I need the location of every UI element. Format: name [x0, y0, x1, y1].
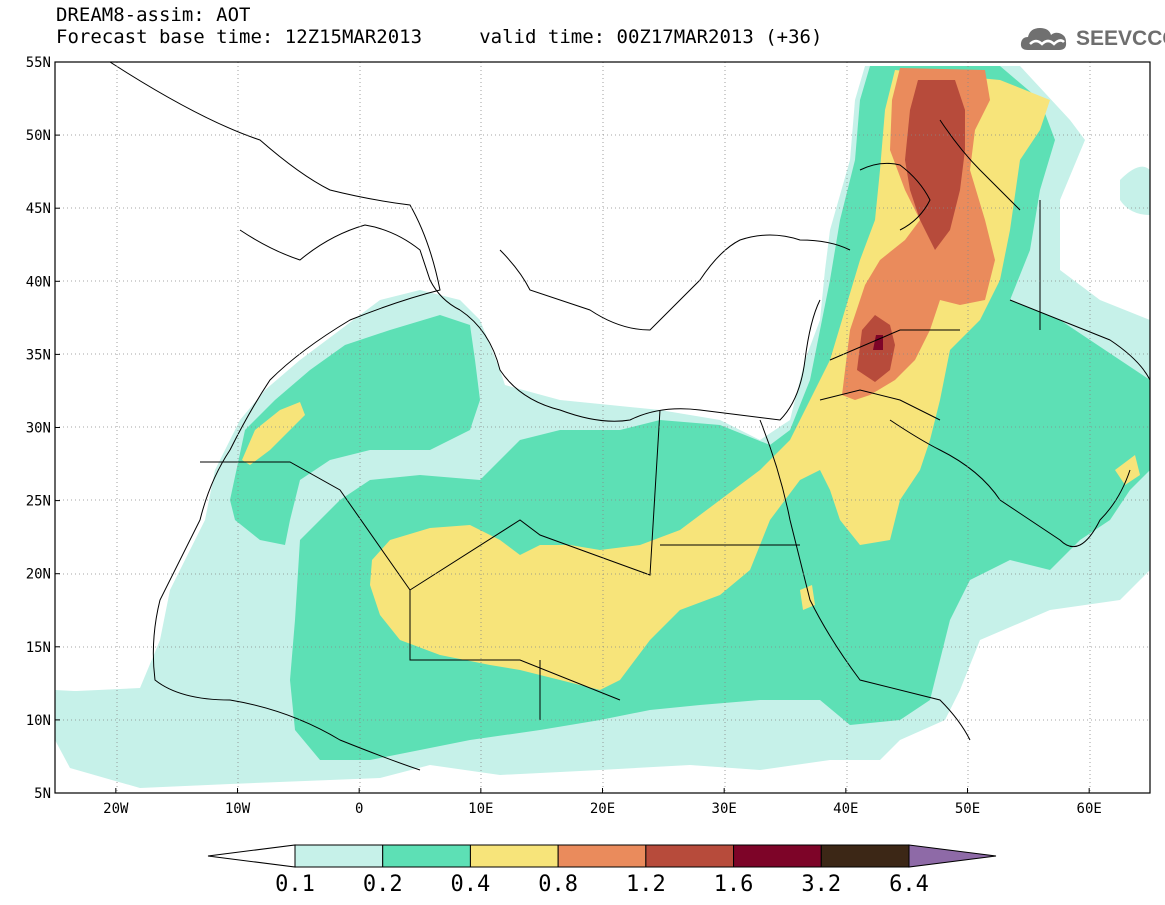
- colorbar-label: 1.2: [626, 872, 666, 897]
- lat-tick-label: 15N: [26, 640, 51, 656]
- lon-tick-label: 30E: [712, 801, 737, 817]
- colorbar-label: 0.2: [363, 872, 403, 897]
- colorbar-label: 3.2: [801, 872, 841, 897]
- lat-tick-label: 55N: [26, 55, 51, 71]
- lat-tick-label: 40N: [26, 274, 51, 290]
- colorbar-label: 0.8: [538, 872, 578, 897]
- lat-tick-label: 45N: [26, 201, 51, 217]
- colorbar-swatch: [294, 844, 384, 868]
- aot-band-0.4-0.8: [242, 70, 1140, 690]
- map-title: DREAM8-assim: AOT: [56, 4, 251, 26]
- lon-tick-label: 10W: [225, 801, 251, 817]
- lat-tick-label: 35N: [26, 347, 51, 363]
- colorbar-label: 0.1: [275, 872, 315, 897]
- colorbar-swatch: [645, 844, 735, 868]
- colorbar-swatch: [469, 844, 559, 868]
- colorbar-swatch: [382, 844, 471, 868]
- colorbar-swatch: [557, 844, 647, 868]
- gridlines: [55, 62, 1150, 793]
- cloud-icon: [1020, 28, 1067, 50]
- colorbar-upper-extension: [908, 844, 997, 868]
- coastlines: [109, 62, 1150, 771]
- lon-tick-label: 40E: [833, 801, 858, 817]
- colorbar-label: 1.6: [714, 872, 754, 897]
- forecast-time-subtitle: Forecast base time: 12Z15MAR2013 valid t…: [56, 26, 823, 48]
- lon-tick-label: 20W: [103, 801, 129, 817]
- lon-tick-label: 10E: [468, 801, 493, 817]
- lon-tick-label: 0: [355, 801, 363, 817]
- lat-tick-label: 20N: [26, 567, 51, 583]
- lat-tick-label: 5N: [34, 786, 51, 802]
- lon-tick-label: 50E: [955, 801, 980, 817]
- lat-tick-label: 30N: [26, 421, 51, 437]
- colorbar-swatch: [820, 844, 910, 868]
- latitude-axis: 55N 50N 45N 40N 35N 30N 25N 20N 15N 10N 5N: [26, 55, 60, 802]
- seevccc-logo: SEEVCCC: [1018, 22, 1165, 56]
- lat-tick-label: 50N: [26, 128, 51, 144]
- aot-contours: [55, 66, 1150, 788]
- lon-tick-label: 20E: [590, 801, 615, 817]
- colorbar-swatch: [733, 844, 822, 868]
- colorbar-label: 0.4: [451, 872, 491, 897]
- colorbar-label: 6.4: [889, 872, 929, 897]
- lat-tick-label: 10N: [26, 713, 51, 729]
- longitude-axis: 20W 10W 0 10E 20E 30E 40E 50E 60E: [103, 788, 1102, 817]
- colorbar-lower-extension: [207, 844, 296, 868]
- lat-tick-label: 25N: [26, 494, 51, 510]
- colorbar: 0.1 0.2 0.4 0.8 1.2 1.6 3.2 6.4: [207, 844, 997, 897]
- logo-text: SEEVCCC: [1076, 27, 1165, 50]
- lon-tick-label: 60E: [1077, 801, 1102, 817]
